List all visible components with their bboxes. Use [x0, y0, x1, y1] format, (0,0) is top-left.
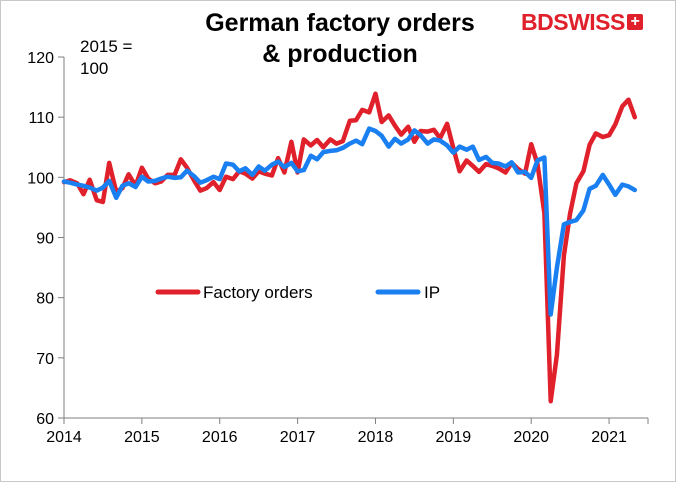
y-tick-label: 120: [27, 50, 54, 67]
y-tick-label: 110: [28, 110, 54, 127]
chart-title: German factory orders & production: [150, 8, 530, 70]
x-tick-label: 2018: [358, 429, 394, 446]
y-tick-label: 80: [36, 291, 54, 308]
x-tick-label: 2017: [280, 429, 316, 446]
unit-note-line-1: 2015 =: [80, 37, 133, 56]
y-tick-label: 90: [36, 231, 54, 248]
x-tick-label: 2021: [591, 429, 627, 446]
x-tick-label: 2014: [46, 429, 82, 446]
brand-logo-part-2: SWISS: [553, 8, 625, 35]
unit-note: 2015 = 100: [80, 36, 170, 80]
y-tick-label: 70: [36, 351, 54, 368]
series-line-factory-orders: [61, 91, 638, 404]
legend-label: IP: [424, 283, 440, 302]
brand-cross-icon: +: [626, 14, 643, 30]
series-line-ip: [61, 126, 638, 317]
chart-lines: [61, 91, 638, 404]
x-tick-label: 2019: [436, 429, 472, 446]
chart-title-line-1: German factory orders: [205, 9, 475, 37]
y-tick-label: 100: [27, 170, 54, 187]
brand-logo: BD SWISS +: [521, 8, 643, 36]
x-tick-label: 2015: [124, 429, 160, 446]
brand-logo-part-1: BD: [521, 8, 554, 35]
x-tick-label: 2020: [513, 429, 549, 446]
chart-title-line-2: & production: [262, 40, 418, 68]
legend-label: Factory orders: [203, 283, 313, 302]
chart-legend: Factory orders IP: [155, 283, 440, 302]
x-tick-label: 2016: [202, 429, 238, 446]
unit-note-line-2: 100: [80, 59, 109, 78]
y-tick-label: 60: [36, 411, 54, 428]
